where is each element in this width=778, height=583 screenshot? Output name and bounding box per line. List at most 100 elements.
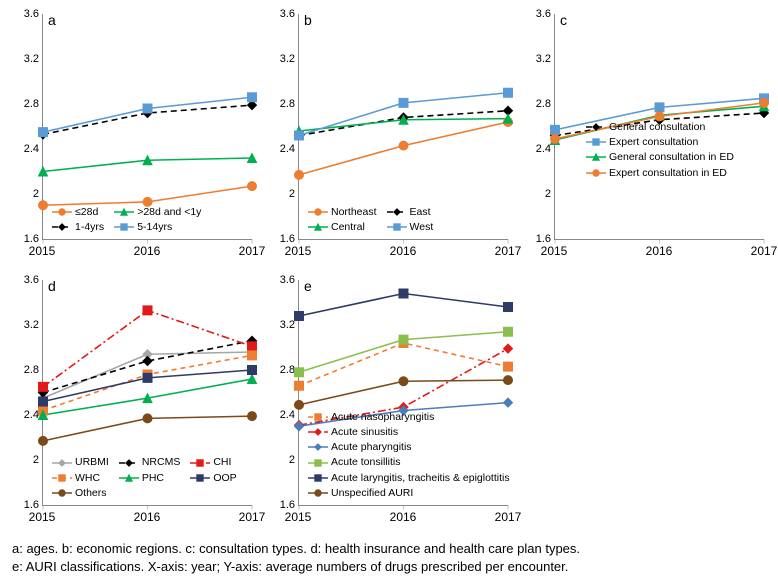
y-tick-label: 2.8	[9, 98, 39, 110]
legend-swatch	[114, 207, 134, 217]
marker-square	[504, 362, 513, 371]
marker-square	[248, 366, 257, 375]
legend-label: Acute sinusitis	[331, 425, 398, 439]
legend-item: 5-14yrs	[114, 220, 201, 234]
legend-item: Northeast	[308, 205, 377, 219]
legend-swatch	[114, 222, 134, 232]
legend-swatch	[308, 488, 328, 498]
marker-circle	[295, 170, 304, 179]
legend-swatch	[586, 152, 606, 162]
panel-b: 1.622.42.83.23.6201520162017b Northeast …	[264, 8, 514, 268]
marker-square	[399, 289, 408, 298]
marker-square	[248, 342, 257, 351]
marker-triangle	[248, 375, 257, 384]
legend-swatch	[190, 473, 210, 483]
marker-triangle	[143, 394, 152, 403]
legend-item: ≤28d	[52, 205, 104, 219]
legend-swatch	[119, 458, 139, 468]
marker-square	[399, 98, 408, 107]
legend: URBMI NRCMS CHI WHC PHC OOP Others	[52, 455, 237, 500]
marker-square	[248, 93, 257, 102]
legend-label: Central	[331, 220, 365, 234]
legend-item: General consultation	[586, 120, 734, 134]
legend-swatch	[308, 427, 328, 437]
legend-swatch	[308, 207, 328, 217]
legend: General consultation Expert consultation…	[586, 120, 734, 180]
y-tick-label: 2.4	[521, 143, 551, 155]
legend-item: Acute sinusitis	[308, 425, 510, 439]
legend-label: Others	[75, 486, 107, 500]
x-tick-label: 2017	[495, 244, 522, 258]
y-tick-label: 3.2	[521, 53, 551, 65]
legend-item: CHI	[190, 455, 236, 469]
legend-swatch	[387, 222, 407, 232]
legend-item: East	[387, 205, 434, 219]
x-tick-label: 2015	[29, 244, 56, 258]
legend-label: East	[410, 205, 431, 219]
y-tick-label: 2.4	[265, 143, 295, 155]
y-tick-label: 2.4	[9, 143, 39, 155]
marker-square	[295, 368, 304, 377]
legend-label: Unspecified AURI	[331, 486, 413, 500]
marker-square	[504, 327, 513, 336]
y-tick-label: 2.8	[265, 98, 295, 110]
legend-swatch	[586, 137, 606, 147]
legend-label: General consultation	[609, 120, 705, 134]
legend-label: Acute pharyngitis	[331, 440, 412, 454]
legend-swatch	[308, 442, 328, 452]
legend-item: Expert consultation in ED	[586, 166, 734, 180]
caption-line2: e: AURI classifications. X-axis: year; Y…	[12, 559, 568, 574]
marker-square	[504, 88, 513, 97]
y-tick-label: 3.6	[265, 8, 295, 20]
legend-label: Expert consultation in ED	[609, 166, 727, 180]
panel-c: 1.622.42.83.23.6201520162017c General co…	[520, 8, 770, 268]
marker-circle	[39, 201, 48, 210]
y-tick-label: 2.4	[9, 409, 39, 421]
marker-square	[143, 306, 152, 315]
marker-triangle	[248, 154, 257, 163]
marker-triangle	[39, 167, 48, 176]
legend: Acute nasopharyngitis Acute sinusitis Ac…	[308, 410, 510, 500]
legend-item: West	[387, 220, 434, 234]
panel-letter: d	[48, 278, 56, 294]
marker-square	[551, 125, 560, 134]
y-tick-label: 2.8	[521, 98, 551, 110]
marker-circle	[399, 377, 408, 386]
chart-grid: 1.622.42.83.23.6201520162017a ≤28d >28d …	[8, 8, 770, 534]
legend-item: Others	[52, 486, 109, 500]
legend-swatch	[387, 207, 407, 217]
marker-circle	[760, 98, 769, 107]
x-tick-label: 2016	[134, 510, 161, 524]
legend-item: PHC	[119, 471, 181, 485]
x-tick-label: 2017	[239, 244, 266, 258]
panel-letter: c	[560, 12, 567, 28]
legend-swatch	[308, 222, 328, 232]
legend-label: CHI	[213, 455, 231, 469]
legend-swatch	[52, 458, 72, 468]
y-tick-label: 2	[9, 454, 39, 466]
legend: Northeast East Central West	[308, 205, 433, 234]
legend-item: Acute tonsillitis	[308, 455, 510, 469]
y-tick-label: 3.6	[265, 274, 295, 286]
legend-swatch	[586, 122, 606, 132]
x-tick-label: 2017	[495, 510, 522, 524]
marker-diamond	[143, 357, 152, 366]
y-tick-label: 2.8	[265, 364, 295, 376]
legend-swatch	[586, 168, 606, 178]
legend-item: Central	[308, 220, 377, 234]
marker-square	[39, 128, 48, 137]
legend-item: Acute pharyngitis	[308, 440, 510, 454]
y-tick-label: 3.2	[265, 53, 295, 65]
x-tick-label: 2016	[390, 244, 417, 258]
legend-label: Northeast	[331, 205, 377, 219]
legend-swatch	[308, 458, 328, 468]
marker-circle	[39, 436, 48, 445]
y-tick-label: 3.2	[9, 319, 39, 331]
legend-item: WHC	[52, 471, 109, 485]
legend-label: Expert consultation	[609, 135, 698, 149]
legend-label: Acute laryngitis, tracheitis & epiglotti…	[331, 471, 510, 485]
panel-d: 1.622.42.83.23.6201520162017d URBMI NRCM…	[8, 274, 258, 534]
legend-swatch	[52, 207, 72, 217]
y-tick-label: 2	[9, 188, 39, 200]
marker-circle	[295, 400, 304, 409]
